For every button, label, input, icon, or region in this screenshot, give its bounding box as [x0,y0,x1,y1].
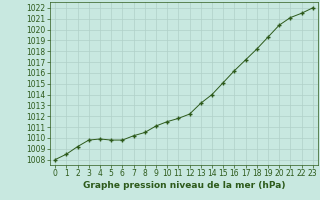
X-axis label: Graphe pression niveau de la mer (hPa): Graphe pression niveau de la mer (hPa) [83,181,285,190]
